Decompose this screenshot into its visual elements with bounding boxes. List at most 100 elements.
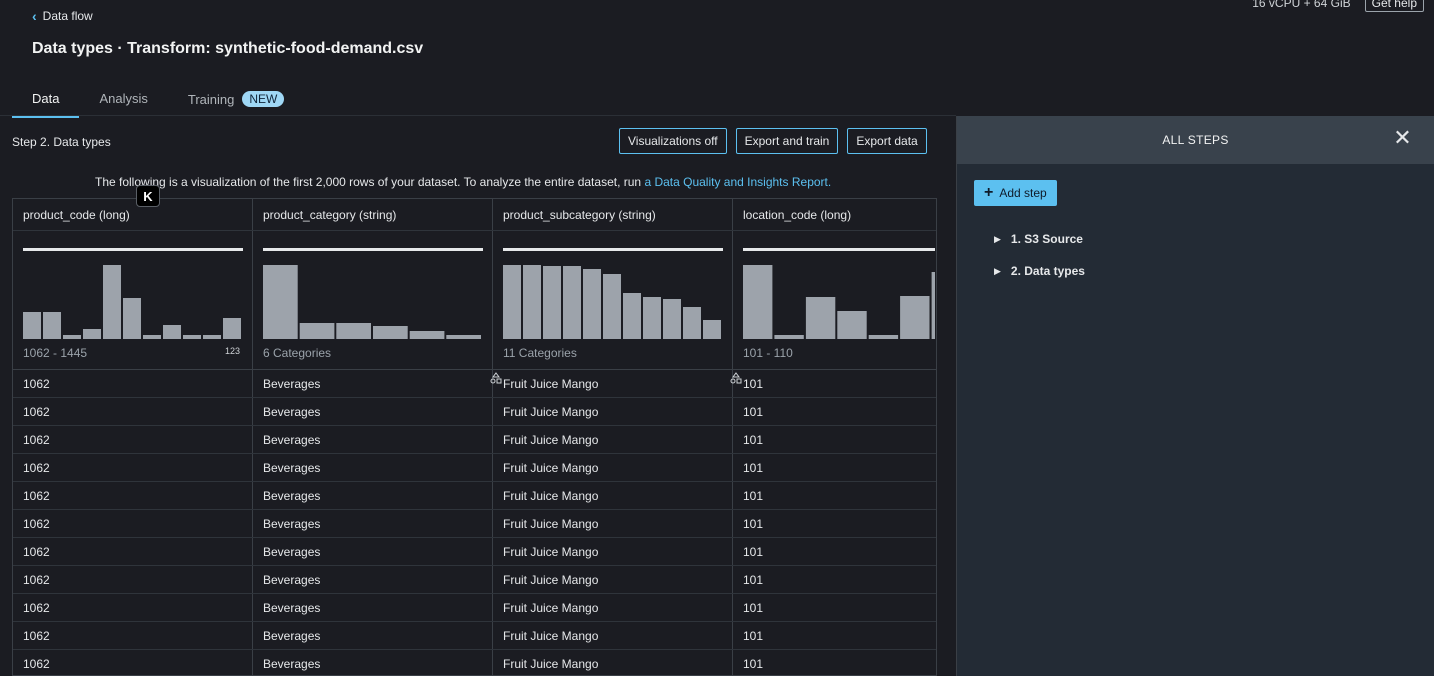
table-cell[interactable]: Fruit Juice Mango [493,510,733,537]
k-overlay-badge[interactable]: K [136,185,160,207]
histogram-bar[interactable] [603,274,621,339]
histogram-bar[interactable] [263,265,298,339]
table-cell[interactable]: 1062 [13,566,253,593]
column-header[interactable]: location_code (long) [743,207,852,222]
histogram-bar[interactable] [183,335,201,339]
column-header[interactable]: product_code (long) [13,199,253,230]
histogram-bar[interactable] [683,307,701,339]
table-cell[interactable]: 1062 [13,426,253,453]
table-cell[interactable]: Fruit Juice Mango [493,622,733,649]
visualizations-off-button[interactable]: Visualizations off [619,128,727,154]
get-help-button[interactable]: Get help [1364,0,1424,12]
table-cell[interactable]: 101 [743,600,764,615]
table-cell[interactable]: Fruit Juice Mango [493,398,733,425]
table-cell[interactable]: 1062 [13,398,253,425]
column-visualization[interactable]: 6 Categories [253,231,502,384]
table-cell[interactable]: 101 [743,656,764,671]
table-cell[interactable]: Beverages [253,538,493,565]
column-visualization[interactable]: 101 - 110 [733,231,936,369]
histogram-bar[interactable] [837,311,867,339]
table-cell[interactable]: 101 [743,488,764,503]
table-cell[interactable]: 101 [743,572,764,587]
histogram-bar[interactable] [299,323,335,339]
export-data-button[interactable]: Export data [847,128,927,154]
table-cell[interactable]: Beverages [253,482,493,509]
table-cell[interactable]: Fruit Juice Mango [493,482,733,509]
column-header[interactable]: product_subcategory (string) [493,199,733,230]
table-cell[interactable]: 101 [743,432,764,447]
table-cell[interactable]: Fruit Juice Mango [493,594,733,621]
table-cell[interactable]: 101 [743,544,764,559]
table-cell[interactable]: 1062 [13,454,253,481]
table-cell[interactable]: 101 [743,460,764,475]
column-header[interactable]: product_category (string) [253,199,493,230]
histogram-bar[interactable] [643,297,661,339]
table-cell[interactable]: Beverages [253,622,493,649]
histogram-bar[interactable] [931,272,935,339]
histogram-bar[interactable] [623,293,641,339]
histogram-bar[interactable] [446,335,481,339]
table-cell[interactable]: Fruit Juice Mango [493,370,733,397]
export-and-train-button[interactable]: Export and train [735,128,839,154]
histogram-bar[interactable] [805,297,836,339]
table-cell[interactable]: Fruit Juice Mango [493,538,733,565]
table-cell[interactable]: 101 [743,404,764,419]
tab-training[interactable]: Training NEW [168,84,304,116]
histogram-bar[interactable] [543,266,561,339]
back-link[interactable]: ‹ Data flow [32,8,93,24]
histogram-bar[interactable] [663,299,681,339]
table-cell[interactable]: 1062 [13,622,253,649]
table-cell[interactable]: Fruit Juice Mango [493,454,733,481]
table-cell[interactable]: 1062 [13,538,253,565]
histogram-bar[interactable] [503,265,521,339]
histogram-bar[interactable] [223,318,241,339]
column-visualization[interactable]: 11 Categories [493,231,742,384]
histogram-bar[interactable] [163,325,181,339]
histogram-bar[interactable] [583,269,601,339]
column-visualization[interactable]: 1062 - 1445 123 [13,231,253,369]
histogram-bar[interactable] [703,320,721,339]
histogram-bar[interactable] [123,298,141,339]
table-cell[interactable]: 1062 [13,482,253,509]
table-cell[interactable]: 1062 [13,650,253,675]
table-cell[interactable]: Fruit Juice Mango [493,426,733,453]
histogram-bar[interactable] [409,331,445,339]
table-cell[interactable]: Beverages [253,398,493,425]
step-s3-source[interactable]: ▶ 1. S3 Source [994,232,1083,246]
table-cell[interactable]: 101 [743,516,764,531]
table-cell[interactable]: Beverages [253,594,493,621]
histogram-bar[interactable] [900,296,930,339]
table-cell[interactable]: Beverages [253,510,493,537]
table-cell[interactable]: Beverages [253,426,493,453]
table-cell[interactable]: 101 [743,376,764,391]
table-cell[interactable]: Fruit Juice Mango [493,566,733,593]
table-cell[interactable]: Fruit Juice Mango [493,650,733,675]
histogram-bar[interactable] [143,335,161,339]
close-icon[interactable]: ✕ [1393,125,1412,150]
table-cell[interactable]: 1062 [13,510,253,537]
table-cell[interactable]: Beverages [253,650,493,675]
histogram-bar[interactable] [523,265,541,339]
histogram-bar[interactable] [63,335,81,339]
table-cell[interactable]: Beverages [253,454,493,481]
report-link[interactable]: a Data Quality and Insights Report. [644,175,832,189]
histogram-bar[interactable] [373,326,408,339]
tab-data[interactable]: Data [12,84,80,118]
histogram-bar[interactable] [23,312,41,339]
step-data-types[interactable]: ▶ 2. Data types [994,264,1085,278]
table-cell[interactable]: 101 [743,628,764,643]
histogram-bar[interactable] [83,329,101,339]
table-cell[interactable]: Beverages [253,566,493,593]
histogram-bar[interactable] [563,266,581,339]
tab-analysis[interactable]: Analysis [79,84,167,115]
table-cell[interactable]: 1062 [13,594,253,621]
add-step-button[interactable]: + Add step [974,180,1057,206]
histogram-bar[interactable] [774,335,804,339]
histogram-bar[interactable] [43,312,61,339]
histogram-bar[interactable] [868,335,899,339]
histogram-bar[interactable] [336,323,371,339]
histogram-bar[interactable] [103,265,121,339]
table-cell[interactable]: Beverages [253,370,493,397]
table-cell[interactable]: 1062 [13,370,253,397]
histogram-bar[interactable] [743,265,773,339]
